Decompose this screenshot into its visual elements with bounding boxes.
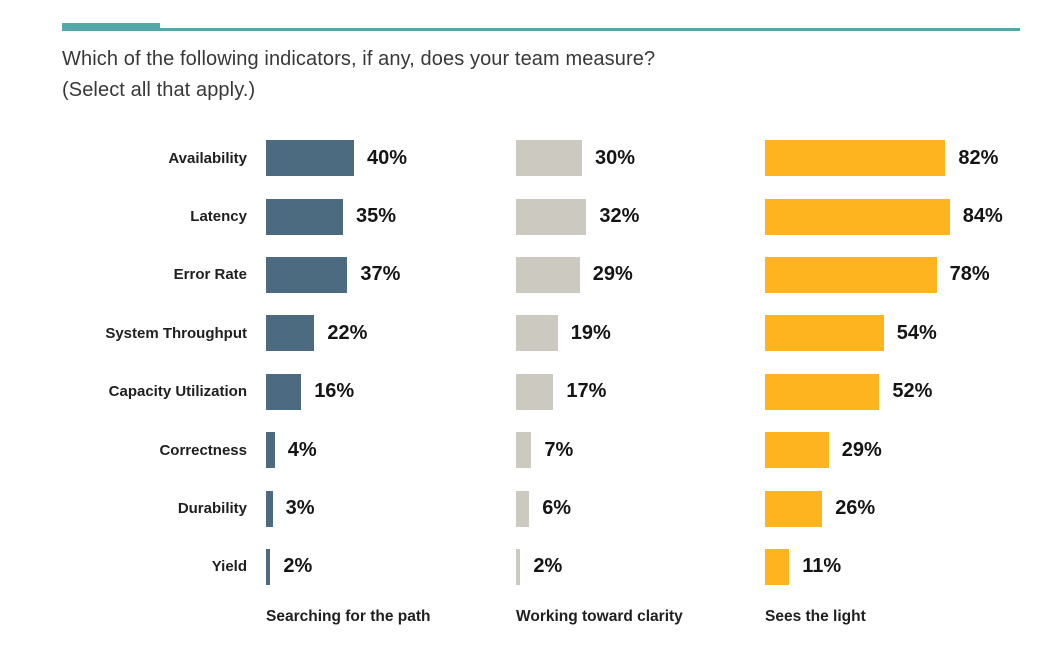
- bar-cell: 52%: [765, 363, 1058, 421]
- bar-cell: 84%: [765, 187, 1058, 245]
- value-label: 40%: [367, 146, 408, 169]
- value-label: 16%: [314, 380, 355, 403]
- category-label: Durability: [177, 500, 247, 518]
- bar-cell: 22%: [266, 304, 516, 362]
- value-label: 4%: [287, 438, 317, 461]
- value-label: 6%: [542, 497, 572, 520]
- bar-cell: 29%: [765, 421, 1058, 479]
- value-label: 35%: [356, 205, 397, 228]
- bar: [516, 432, 532, 469]
- value-label: 2%: [283, 555, 313, 578]
- bar-cell: 35%: [266, 187, 516, 245]
- bar-cell: 2%: [266, 538, 516, 596]
- chart-row: Yield 2% 2% 11%: [0, 538, 1058, 596]
- bar-cell: 37%: [266, 246, 516, 304]
- bar: [266, 373, 302, 410]
- category-label: Error Rate: [173, 266, 247, 284]
- bar: [765, 256, 937, 293]
- bar: [765, 373, 880, 410]
- value-label: 29%: [841, 438, 882, 461]
- chart-title-line2: (Select all that apply.): [62, 79, 256, 101]
- value-label: 22%: [327, 321, 368, 344]
- category-label: Capacity Utilization: [108, 383, 247, 401]
- value-label: 17%: [566, 380, 607, 403]
- value-label: 19%: [570, 321, 611, 344]
- bar: [516, 140, 582, 177]
- bar-cell: 30%: [516, 129, 765, 187]
- value-label: 54%: [896, 321, 937, 344]
- bar-cell: 17%: [516, 363, 765, 421]
- value-label: 2%: [533, 555, 563, 578]
- category-label: Yield: [211, 558, 247, 576]
- legend-label: Working toward clarity: [516, 608, 683, 626]
- value-label: 30%: [595, 146, 636, 169]
- bar-cell: 40%: [266, 129, 516, 187]
- value-label: 84%: [962, 205, 1003, 228]
- category-label: Availability: [168, 149, 247, 167]
- bar: [765, 198, 950, 235]
- value-label: 7%: [544, 438, 574, 461]
- value-label: 52%: [892, 380, 933, 403]
- legend-label: Sees the light: [765, 608, 866, 626]
- chart-title-line1: Which of the following indicators, if an…: [62, 48, 656, 70]
- accent-rule-thin: [62, 28, 1020, 31]
- bar: [516, 373, 554, 410]
- category-label: System Throughput: [105, 324, 247, 342]
- legend-row: Searching for the path Working toward cla…: [0, 596, 1058, 626]
- bar-cell: 54%: [765, 304, 1058, 362]
- bar-cell: 26%: [765, 479, 1058, 537]
- value-label: 29%: [592, 263, 633, 286]
- bar: [765, 315, 884, 352]
- bar: [765, 490, 823, 527]
- value-label: 82%: [958, 146, 999, 169]
- bar: [516, 315, 558, 352]
- bar-cell: 82%: [765, 129, 1058, 187]
- category-label: Latency: [190, 208, 247, 226]
- bar-cell: 2%: [516, 538, 765, 596]
- bar-cell: 29%: [516, 246, 765, 304]
- legend-label: Searching for the path: [266, 608, 431, 626]
- bar: [765, 140, 946, 177]
- bar-cell: 32%: [516, 187, 765, 245]
- bar: [516, 256, 580, 293]
- bar: [516, 198, 587, 235]
- value-label: 78%: [949, 263, 990, 286]
- bar: [266, 490, 273, 527]
- chart-row: Capacity Utilization 16% 17% 52%: [0, 363, 1058, 421]
- value-label: 3%: [285, 497, 315, 520]
- bar-cell: 11%: [765, 538, 1058, 596]
- bar: [266, 198, 343, 235]
- chart-row: Correctness 4% 7% 29%: [0, 421, 1058, 479]
- bar: [516, 548, 521, 585]
- chart-row: Error Rate 37% 29% 78%: [0, 246, 1058, 304]
- chart-row: Durability 3% 6% 26%: [0, 479, 1058, 537]
- accent-rule-thick: [62, 23, 160, 31]
- bar: [266, 140, 354, 177]
- value-label: 32%: [599, 205, 640, 228]
- bar-cell: 6%: [516, 479, 765, 537]
- bar-cell: 3%: [266, 479, 516, 537]
- value-label: 37%: [360, 263, 401, 286]
- chart-title: Which of the following indicators, if an…: [62, 44, 655, 106]
- chart: Availability 40% 30% 82% Latency 35% 32% 84% Err…: [0, 129, 1058, 626]
- chart-row: Latency 35% 32% 84%: [0, 187, 1058, 245]
- bar: [516, 490, 530, 527]
- bar-cell: 78%: [765, 246, 1058, 304]
- chart-row: Availability 40% 30% 82%: [0, 129, 1058, 187]
- bar: [266, 315, 315, 352]
- value-label: 26%: [835, 497, 876, 520]
- bar: [765, 548, 790, 585]
- value-label: 11%: [802, 555, 842, 578]
- bar: [266, 256, 348, 293]
- bar: [266, 548, 271, 585]
- category-label: Correctness: [159, 441, 247, 459]
- bar-cell: 19%: [516, 304, 765, 362]
- bar-cell: 7%: [516, 421, 765, 479]
- chart-row: System Throughput 22% 19% 54%: [0, 304, 1058, 362]
- bar: [765, 432, 829, 469]
- bar-cell: 16%: [266, 363, 516, 421]
- bar: [266, 432, 275, 469]
- bar-cell: 4%: [266, 421, 516, 479]
